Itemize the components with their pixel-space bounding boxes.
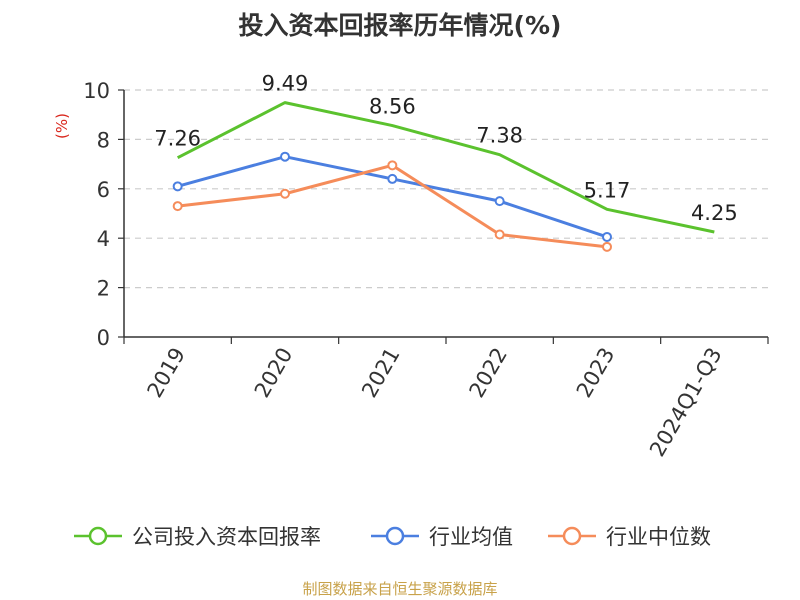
x-tick-label: 2020 — [250, 344, 298, 402]
data-label: 5.17 — [584, 178, 631, 202]
y-tick-label: 10 — [83, 79, 110, 103]
data-label: 9.49 — [262, 72, 309, 96]
legend: 公司投入资本回报率 行业均值 行业中位数 — [0, 520, 800, 552]
data-label: 4.25 — [691, 201, 738, 225]
x-tick-label: 2024Q1-Q3 — [645, 344, 727, 461]
legend-label-industry-mean: 行业均值 — [429, 525, 513, 549]
chart-title: 投入资本回报率历年情况(%) — [238, 11, 562, 40]
source-note: 制图数据来自恒生聚源数据库 — [302, 580, 498, 598]
label-layer: 7.26 9.49 8.56 7.38 5.17 4.25 — [154, 72, 737, 225]
y-tick-label: 8 — [97, 128, 110, 152]
data-point — [280, 151, 290, 162]
legend-marker-industry-median — [548, 526, 596, 546]
y-tick-label: 4 — [97, 227, 110, 251]
data-label: 8.56 — [369, 95, 416, 119]
legend-item-company[interactable]: 公司投入资本回报率 — [72, 520, 321, 552]
legend-marker-industry-mean — [371, 526, 419, 546]
legend-marker-company — [74, 526, 122, 546]
legend-label-industry-median: 行业中位数 — [606, 525, 711, 549]
legend-item-industry-mean[interactable]: 行业均值 — [369, 520, 513, 552]
data-point — [602, 231, 612, 242]
series-layer — [172, 101, 715, 252]
legend-item-industry-median[interactable]: 行业中位数 — [546, 520, 711, 552]
y-tick-label: 0 — [97, 326, 110, 350]
x-tick-label: 2021 — [357, 344, 405, 402]
data-point — [494, 196, 505, 207]
series-line-0 — [176, 101, 715, 234]
data-point — [494, 229, 505, 240]
data-label: 7.26 — [154, 127, 201, 151]
data-point — [172, 181, 183, 192]
data-point — [387, 173, 398, 184]
data-point — [602, 241, 612, 252]
x-tick-label: 2023 — [572, 344, 620, 402]
x-tick-label: 2019 — [142, 344, 190, 402]
y-tick-label: 2 — [97, 277, 110, 301]
y-axis-label: (%) — [53, 113, 71, 139]
y-tick-label: 6 — [97, 178, 110, 202]
data-point — [387, 160, 398, 171]
data-point — [172, 201, 183, 212]
legend-label-company: 公司投入资本回报率 — [132, 525, 321, 549]
x-tick-label: 2022 — [464, 344, 512, 402]
data-point — [280, 188, 290, 199]
data-label: 7.38 — [476, 124, 523, 148]
